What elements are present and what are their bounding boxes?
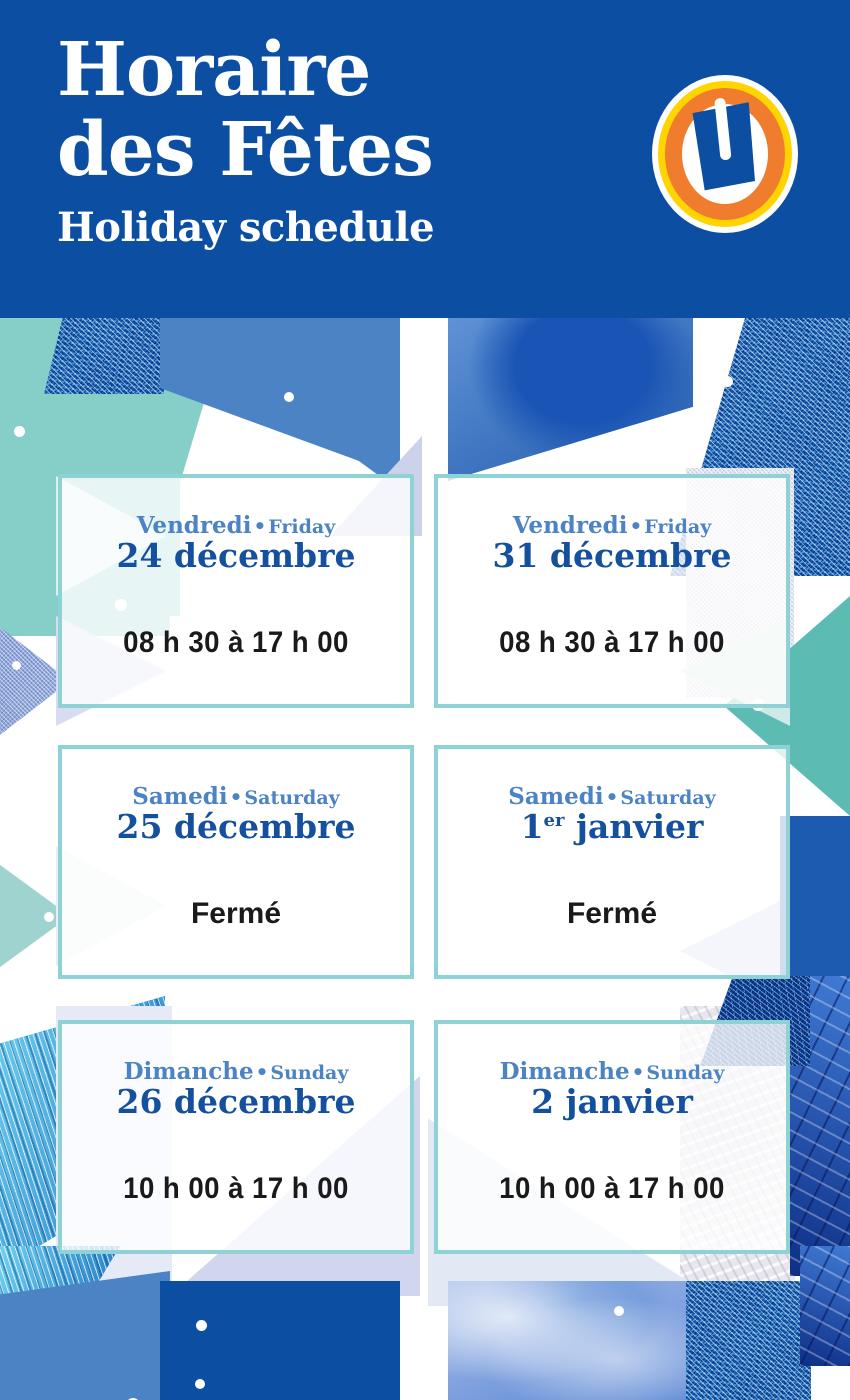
hours-value: 10 h 00 à 17 h 00 — [123, 1172, 349, 1205]
day-name-en: Sunday — [270, 1062, 349, 1084]
hours-value: 10 h 00 à 17 h 00 — [499, 1172, 725, 1205]
schedule-card: Dimanche • Sunday 2 janvier 10 h 00 à 17 h… — [434, 1020, 790, 1254]
date-ordinal-suffix: er — [543, 810, 565, 832]
date-label: 1er janvier — [508, 807, 715, 847]
date-label: 26 décembre — [116, 1082, 356, 1122]
hours-value: Fermé — [190, 897, 282, 930]
bg-crack-bottomright — [800, 1246, 850, 1366]
bg-bottom-midblue-slope — [0, 1271, 170, 1400]
day-name-fr: Vendredi — [136, 512, 252, 539]
day-name-fr: Dimanche — [123, 1058, 254, 1085]
date-month: janvier — [564, 807, 704, 847]
bg-dot — [196, 1320, 207, 1331]
page-title-en: Holiday schedule — [57, 204, 435, 251]
day-separator: • — [631, 1060, 645, 1084]
couche-tard-u-logo — [651, 74, 799, 234]
day-separator: • — [229, 785, 243, 809]
day-separator: • — [605, 785, 619, 809]
bg-blue-block-right-mid — [780, 816, 850, 1006]
schedule-card: Samedi • Saturday 25 décembre Fermé — [58, 745, 414, 979]
hours-value: Fermé — [566, 897, 658, 930]
bg-glitter-topleft — [44, 316, 164, 394]
card-day-header: Dimanche • Sunday 2 janvier — [499, 1058, 725, 1122]
bg-dot — [14, 426, 25, 437]
card-day-header: Vendredi • Friday 24 décembre — [116, 512, 356, 576]
bg-dot — [126, 1398, 140, 1400]
bg-dot — [195, 1379, 205, 1389]
card-day-header: Vendredi • Friday 31 décembre — [492, 512, 732, 576]
bg-glitter-bottomright — [686, 1281, 811, 1400]
card-day-header: Dimanche • Sunday 26 décembre — [116, 1058, 356, 1122]
title-block: Horaire des Fêtes Holiday schedule — [57, 30, 577, 256]
page-title-fr-line2: des Fêtes — [57, 107, 434, 193]
bg-dot — [722, 376, 733, 387]
day-names: Vendredi • Friday — [493, 512, 732, 539]
bg-dot — [44, 912, 54, 922]
day-name-en: Saturday — [244, 787, 340, 809]
day-name-fr: Samedi — [132, 783, 228, 810]
day-names: Samedi • Saturday — [117, 783, 356, 810]
bg-dot — [614, 1306, 624, 1316]
date-label: 2 janvier — [531, 1082, 693, 1122]
day-name-fr: Samedi — [508, 783, 604, 810]
bg-dot — [12, 661, 21, 670]
day-name-fr: Dimanche — [499, 1058, 630, 1085]
day-name-en: Friday — [268, 516, 336, 538]
date-label: 25 décembre — [116, 807, 356, 847]
day-name-fr: Vendredi — [512, 512, 628, 539]
day-names: Vendredi • Friday — [117, 512, 356, 539]
header-banner: Horaire des Fêtes Holiday schedule — [0, 0, 850, 318]
date-number: 1 — [520, 807, 544, 847]
day-name-en: Sunday — [646, 1062, 725, 1084]
card-day-header: Samedi • Saturday 1er janvier — [508, 783, 716, 847]
hours-value: 08 h 30 à 17 h 00 — [499, 626, 725, 659]
bg-dot — [284, 392, 294, 402]
day-separator: • — [253, 514, 267, 538]
day-separator: • — [629, 514, 643, 538]
bg-cloud-bottom — [448, 1281, 688, 1400]
schedule-card: Dimanche • Sunday 26 décembre 10 h 00 à 17… — [58, 1020, 414, 1254]
hours-value: 08 h 30 à 17 h 00 — [123, 626, 349, 659]
day-names: Samedi • Saturday — [508, 783, 716, 810]
day-separator: • — [255, 1060, 269, 1084]
date-label: 31 décembre — [492, 536, 732, 576]
day-name-en: Friday — [644, 516, 712, 538]
page-title-fr-line1: Horaire — [57, 27, 371, 113]
day-names: Dimanche • Sunday — [117, 1058, 356, 1085]
day-name-en: Saturday — [620, 787, 716, 809]
schedule-card: Samedi • Saturday 1er janvier Fermé — [434, 745, 790, 979]
card-day-header: Samedi • Saturday 25 décembre — [116, 783, 356, 847]
date-label: 24 décembre — [116, 536, 356, 576]
day-names: Dimanche • Sunday — [499, 1058, 725, 1085]
schedule-card: Vendredi • Friday 31 décembre 08 h 30 à 17… — [434, 474, 790, 708]
schedule-card: Vendredi • Friday 24 décembre 08 h 30 à 17… — [58, 474, 414, 708]
